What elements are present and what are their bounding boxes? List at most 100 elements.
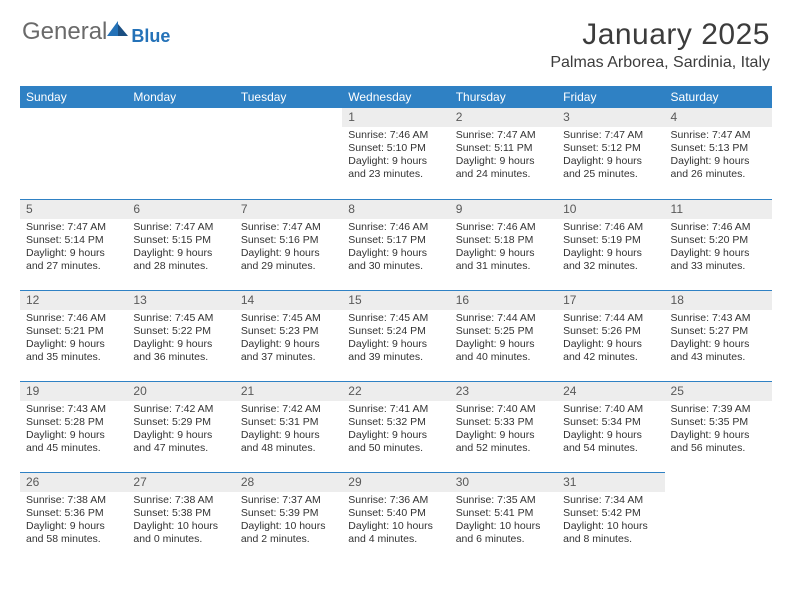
day-number: 9 [450, 199, 557, 219]
day-header: Friday [557, 86, 664, 108]
day-number: 4 [665, 108, 772, 127]
calendar-cell: 31Sunrise: 7:34 AMSunset: 5:42 PMDayligh… [557, 472, 664, 563]
calendar-cell: 18Sunrise: 7:43 AMSunset: 5:27 PMDayligh… [665, 290, 772, 381]
day-number: 28 [235, 472, 342, 492]
day-details: Sunrise: 7:47 AMSunset: 5:12 PMDaylight:… [557, 127, 664, 186]
calendar-cell: 2Sunrise: 7:47 AMSunset: 5:11 PMDaylight… [450, 108, 557, 199]
table-row: 26Sunrise: 7:38 AMSunset: 5:36 PMDayligh… [20, 472, 772, 563]
calendar-cell: 17Sunrise: 7:44 AMSunset: 5:26 PMDayligh… [557, 290, 664, 381]
calendar-cell: 29Sunrise: 7:36 AMSunset: 5:40 PMDayligh… [342, 472, 449, 563]
calendar-cell: 9Sunrise: 7:46 AMSunset: 5:18 PMDaylight… [450, 199, 557, 290]
table-row: 12Sunrise: 7:46 AMSunset: 5:21 PMDayligh… [20, 290, 772, 381]
day-details: Sunrise: 7:40 AMSunset: 5:34 PMDaylight:… [557, 401, 664, 460]
day-details: Sunrise: 7:45 AMSunset: 5:24 PMDaylight:… [342, 310, 449, 369]
day-number: 21 [235, 381, 342, 401]
day-details: Sunrise: 7:44 AMSunset: 5:25 PMDaylight:… [450, 310, 557, 369]
day-details: Sunrise: 7:36 AMSunset: 5:40 PMDaylight:… [342, 492, 449, 551]
day-number: 22 [342, 381, 449, 401]
day-details: Sunrise: 7:46 AMSunset: 5:18 PMDaylight:… [450, 219, 557, 278]
day-number: 27 [127, 472, 234, 492]
day-details: Sunrise: 7:46 AMSunset: 5:21 PMDaylight:… [20, 310, 127, 369]
calendar-cell [665, 472, 772, 563]
day-number: 14 [235, 290, 342, 310]
day-details: Sunrise: 7:39 AMSunset: 5:35 PMDaylight:… [665, 401, 772, 460]
day-header: Monday [127, 86, 234, 108]
day-number: 31 [557, 472, 664, 492]
calendar-cell: 23Sunrise: 7:40 AMSunset: 5:33 PMDayligh… [450, 381, 557, 472]
calendar-header-row: SundayMondayTuesdayWednesdayThursdayFrid… [20, 86, 772, 108]
logo-icon [107, 21, 129, 44]
calendar-cell: 30Sunrise: 7:35 AMSunset: 5:41 PMDayligh… [450, 472, 557, 563]
day-details: Sunrise: 7:45 AMSunset: 5:23 PMDaylight:… [235, 310, 342, 369]
calendar-cell: 27Sunrise: 7:38 AMSunset: 5:38 PMDayligh… [127, 472, 234, 563]
day-number: 10 [557, 199, 664, 219]
calendar-cell: 19Sunrise: 7:43 AMSunset: 5:28 PMDayligh… [20, 381, 127, 472]
day-details: Sunrise: 7:46 AMSunset: 5:17 PMDaylight:… [342, 219, 449, 278]
day-header: Wednesday [342, 86, 449, 108]
day-number: 2 [450, 108, 557, 127]
day-number: 16 [450, 290, 557, 310]
logo: General Blue [22, 18, 170, 46]
calendar-cell: 10Sunrise: 7:46 AMSunset: 5:19 PMDayligh… [557, 199, 664, 290]
calendar-cell: 4Sunrise: 7:47 AMSunset: 5:13 PMDaylight… [665, 108, 772, 199]
table-row: 1Sunrise: 7:46 AMSunset: 5:10 PMDaylight… [20, 108, 772, 199]
calendar-cell: 14Sunrise: 7:45 AMSunset: 5:23 PMDayligh… [235, 290, 342, 381]
day-number: 30 [450, 472, 557, 492]
day-details: Sunrise: 7:42 AMSunset: 5:31 PMDaylight:… [235, 401, 342, 460]
calendar-cell: 20Sunrise: 7:42 AMSunset: 5:29 PMDayligh… [127, 381, 234, 472]
calendar-table: SundayMondayTuesdayWednesdayThursdayFrid… [20, 86, 772, 563]
logo-main: General [22, 18, 107, 46]
day-details: Sunrise: 7:47 AMSunset: 5:13 PMDaylight:… [665, 127, 772, 186]
day-number: 20 [127, 381, 234, 401]
day-number: 8 [342, 199, 449, 219]
calendar-cell: 1Sunrise: 7:46 AMSunset: 5:10 PMDaylight… [342, 108, 449, 199]
day-header: Saturday [665, 86, 772, 108]
calendar-cell: 15Sunrise: 7:45 AMSunset: 5:24 PMDayligh… [342, 290, 449, 381]
day-number: 26 [20, 472, 127, 492]
location: Palmas Arborea, Sardinia, Italy [550, 54, 770, 72]
calendar-cell: 21Sunrise: 7:42 AMSunset: 5:31 PMDayligh… [235, 381, 342, 472]
calendar-cell: 7Sunrise: 7:47 AMSunset: 5:16 PMDaylight… [235, 199, 342, 290]
day-details: Sunrise: 7:35 AMSunset: 5:41 PMDaylight:… [450, 492, 557, 551]
day-details: Sunrise: 7:46 AMSunset: 5:20 PMDaylight:… [665, 219, 772, 278]
day-number: 6 [127, 199, 234, 219]
day-number: 29 [342, 472, 449, 492]
day-details: Sunrise: 7:46 AMSunset: 5:19 PMDaylight:… [557, 219, 664, 278]
day-number: 19 [20, 381, 127, 401]
calendar-cell: 12Sunrise: 7:46 AMSunset: 5:21 PMDayligh… [20, 290, 127, 381]
day-details: Sunrise: 7:43 AMSunset: 5:27 PMDaylight:… [665, 310, 772, 369]
day-header: Sunday [20, 86, 127, 108]
day-details: Sunrise: 7:41 AMSunset: 5:32 PMDaylight:… [342, 401, 449, 460]
day-details: Sunrise: 7:46 AMSunset: 5:10 PMDaylight:… [342, 127, 449, 186]
day-number: 25 [665, 381, 772, 401]
day-details: Sunrise: 7:37 AMSunset: 5:39 PMDaylight:… [235, 492, 342, 551]
day-details: Sunrise: 7:47 AMSunset: 5:11 PMDaylight:… [450, 127, 557, 186]
logo-sub: Blue [131, 26, 170, 47]
day-number: 5 [20, 199, 127, 219]
calendar-cell: 25Sunrise: 7:39 AMSunset: 5:35 PMDayligh… [665, 381, 772, 472]
day-details: Sunrise: 7:42 AMSunset: 5:29 PMDaylight:… [127, 401, 234, 460]
calendar-cell [235, 108, 342, 199]
day-number: 12 [20, 290, 127, 310]
calendar-cell [127, 108, 234, 199]
calendar-cell: 8Sunrise: 7:46 AMSunset: 5:17 PMDaylight… [342, 199, 449, 290]
table-row: 5Sunrise: 7:47 AMSunset: 5:14 PMDaylight… [20, 199, 772, 290]
day-details: Sunrise: 7:43 AMSunset: 5:28 PMDaylight:… [20, 401, 127, 460]
day-details: Sunrise: 7:38 AMSunset: 5:38 PMDaylight:… [127, 492, 234, 551]
day-number: 7 [235, 199, 342, 219]
calendar-cell: 11Sunrise: 7:46 AMSunset: 5:20 PMDayligh… [665, 199, 772, 290]
calendar-cell: 13Sunrise: 7:45 AMSunset: 5:22 PMDayligh… [127, 290, 234, 381]
calendar-cell: 22Sunrise: 7:41 AMSunset: 5:32 PMDayligh… [342, 381, 449, 472]
calendar-cell: 28Sunrise: 7:37 AMSunset: 5:39 PMDayligh… [235, 472, 342, 563]
calendar-body: 1Sunrise: 7:46 AMSunset: 5:10 PMDaylight… [20, 108, 772, 563]
calendar-cell: 16Sunrise: 7:44 AMSunset: 5:25 PMDayligh… [450, 290, 557, 381]
calendar-cell: 6Sunrise: 7:47 AMSunset: 5:15 PMDaylight… [127, 199, 234, 290]
day-details: Sunrise: 7:40 AMSunset: 5:33 PMDaylight:… [450, 401, 557, 460]
calendar-cell: 3Sunrise: 7:47 AMSunset: 5:12 PMDaylight… [557, 108, 664, 199]
calendar-cell: 5Sunrise: 7:47 AMSunset: 5:14 PMDaylight… [20, 199, 127, 290]
day-details: Sunrise: 7:47 AMSunset: 5:14 PMDaylight:… [20, 219, 127, 278]
calendar-cell: 26Sunrise: 7:38 AMSunset: 5:36 PMDayligh… [20, 472, 127, 563]
day-number: 17 [557, 290, 664, 310]
calendar-cell [20, 108, 127, 199]
day-details: Sunrise: 7:44 AMSunset: 5:26 PMDaylight:… [557, 310, 664, 369]
